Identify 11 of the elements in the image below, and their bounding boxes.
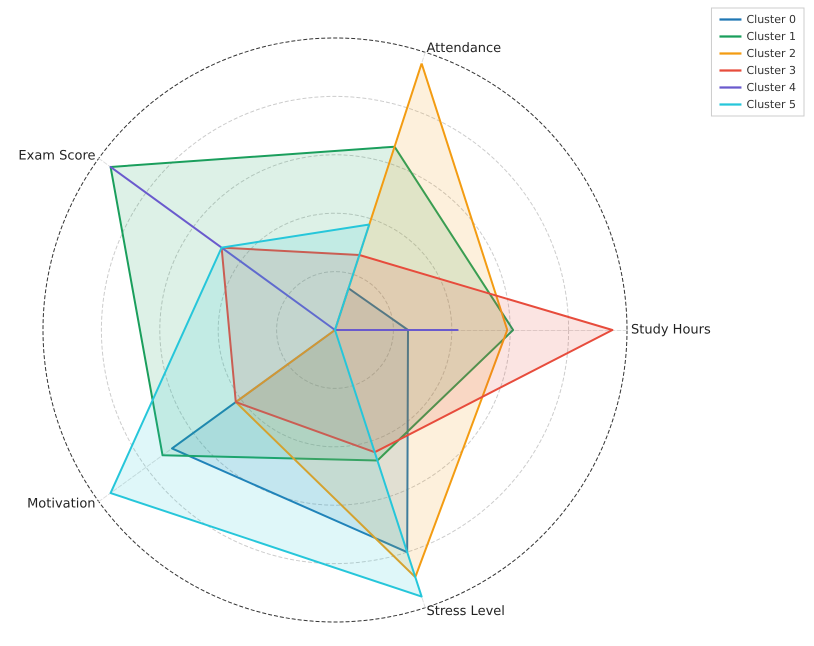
legend-label: Cluster 4 (746, 81, 796, 94)
spoke-label: Exam Score (18, 148, 96, 164)
spoke-label: Motivation (27, 496, 96, 512)
spoke-label: Study Hours (631, 322, 711, 338)
legend-label: Cluster 5 (746, 98, 796, 111)
legend-label: Cluster 0 (746, 13, 796, 26)
legend-label: Cluster 3 (746, 64, 796, 77)
spoke-label: Stress Level (426, 604, 505, 620)
spoke-label: Attendance (426, 40, 502, 56)
legend-label: Cluster 1 (746, 30, 796, 43)
legend-label: Cluster 2 (746, 47, 796, 60)
